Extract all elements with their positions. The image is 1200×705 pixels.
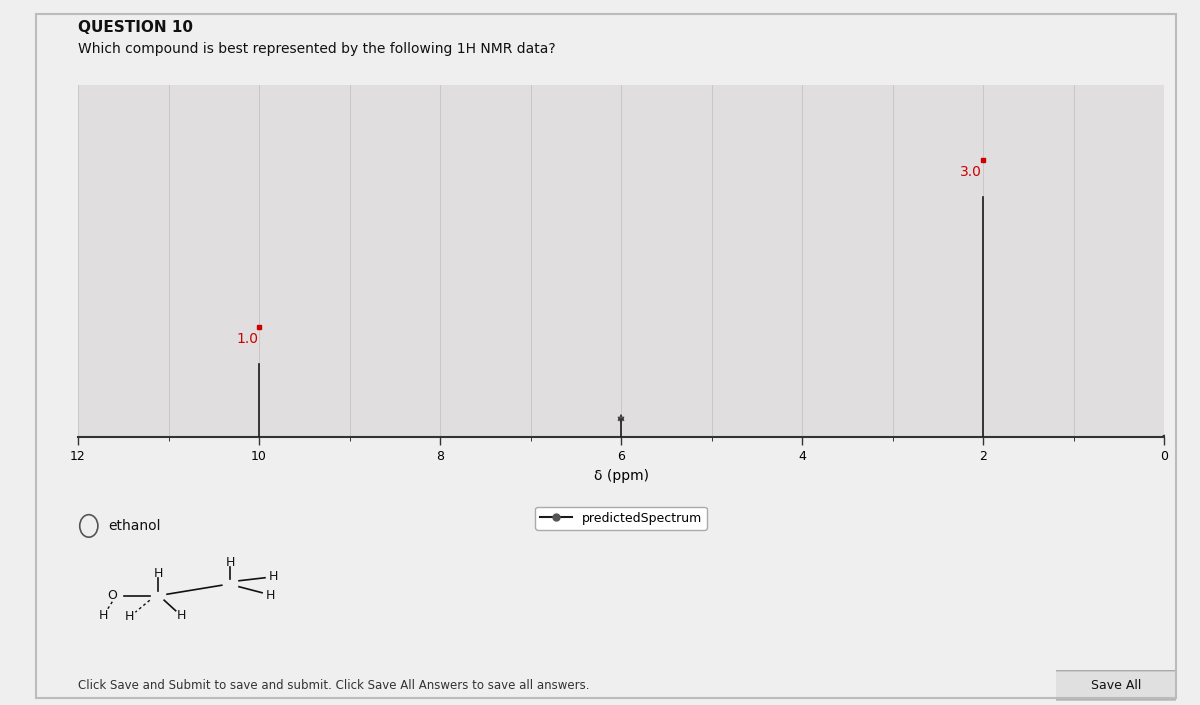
Text: H: H bbox=[226, 556, 235, 569]
Text: Click Save and Submit to save and submit. Click Save All Answers to save all ans: Click Save and Submit to save and submit… bbox=[78, 680, 589, 692]
Text: 1.0: 1.0 bbox=[236, 332, 258, 346]
Text: QUESTION 10: QUESTION 10 bbox=[78, 20, 193, 35]
Text: H: H bbox=[269, 570, 278, 583]
Text: H: H bbox=[176, 608, 186, 622]
Text: H: H bbox=[266, 589, 276, 602]
Text: 3.0: 3.0 bbox=[960, 165, 983, 179]
X-axis label: δ (ppm): δ (ppm) bbox=[594, 469, 648, 483]
Legend: predictedSpectrum: predictedSpectrum bbox=[535, 507, 707, 529]
Text: H: H bbox=[154, 567, 163, 580]
Text: Which compound is best represented by the following 1H NMR data?: Which compound is best represented by th… bbox=[78, 42, 556, 56]
Text: H: H bbox=[98, 608, 108, 622]
Text: Save All: Save All bbox=[1091, 679, 1141, 692]
Text: O: O bbox=[107, 589, 118, 602]
FancyBboxPatch shape bbox=[1052, 670, 1180, 700]
Text: H: H bbox=[125, 611, 134, 623]
Text: ethanol: ethanol bbox=[108, 519, 161, 533]
